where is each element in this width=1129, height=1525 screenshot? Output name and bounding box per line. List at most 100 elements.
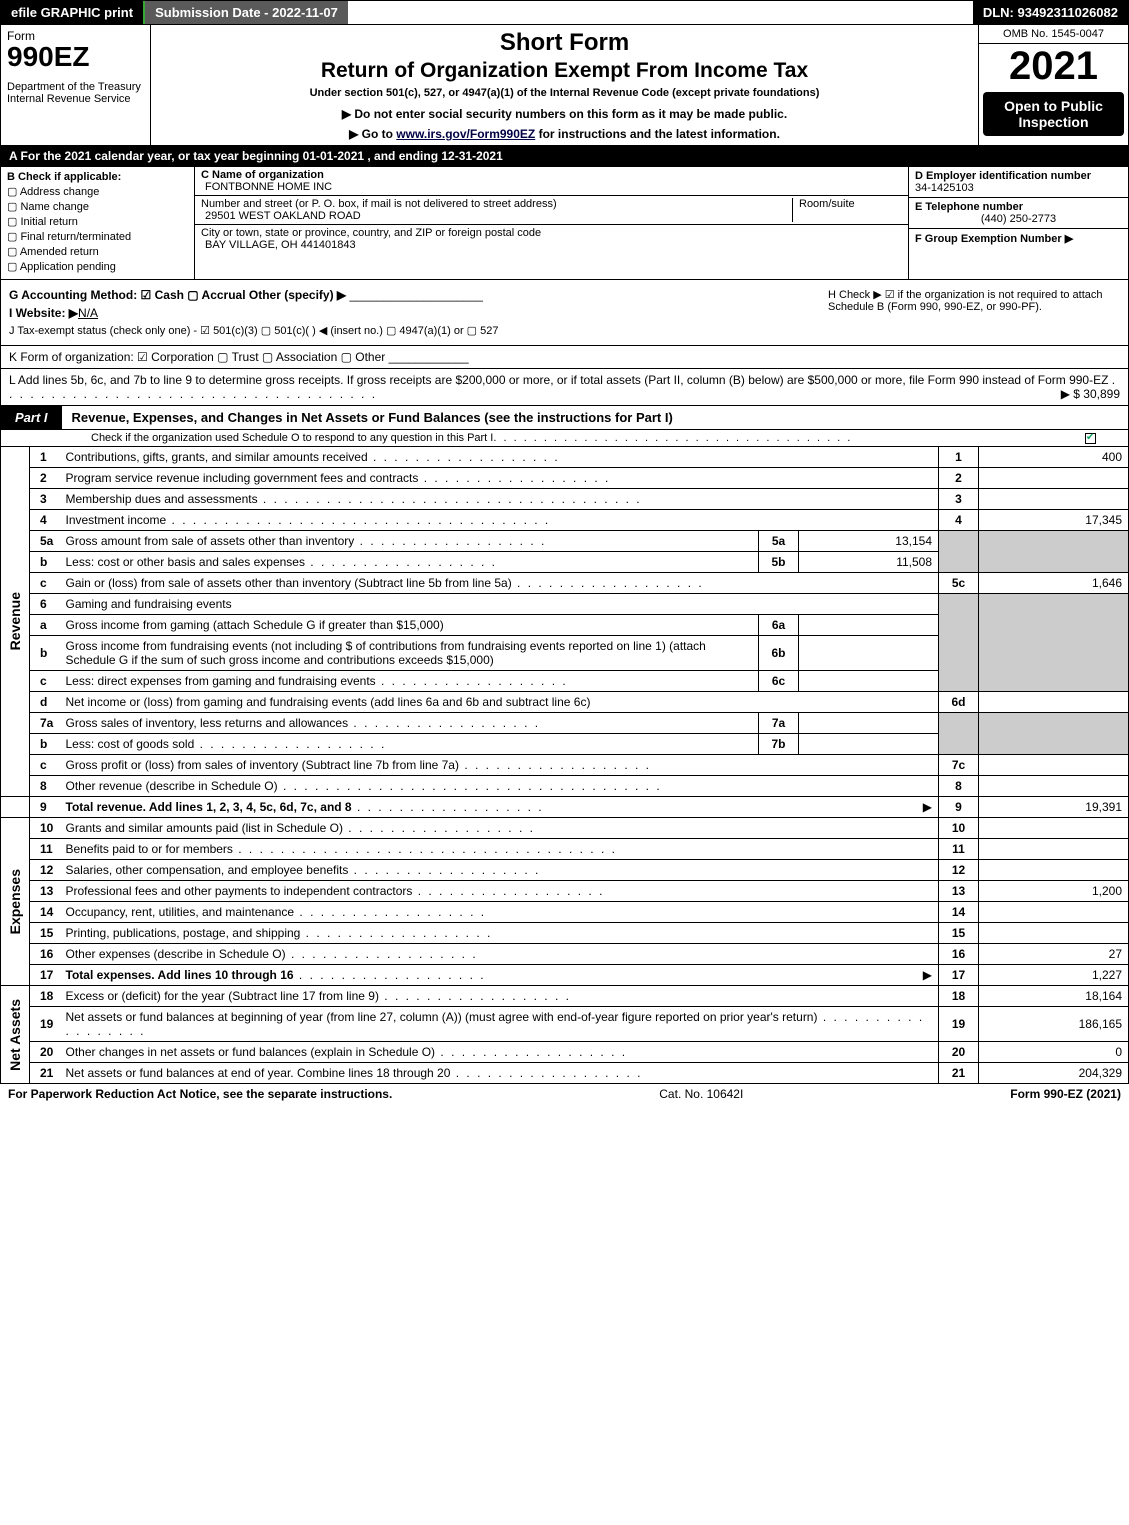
line-6abc-shade-lab bbox=[939, 594, 979, 692]
chk-name-change[interactable]: Name change bbox=[7, 200, 188, 213]
line-20-rlab: 20 bbox=[939, 1042, 979, 1063]
col-b-checkboxes: B Check if applicable: Address change Na… bbox=[1, 167, 195, 279]
line-3-rlab: 3 bbox=[939, 489, 979, 510]
page-footer: For Paperwork Reduction Act Notice, see … bbox=[0, 1084, 1129, 1104]
line-10-rlab: 10 bbox=[939, 818, 979, 839]
line-2-desc: Program service revenue including govern… bbox=[66, 471, 611, 485]
part-1-title: Revenue, Expenses, and Changes in Net As… bbox=[62, 406, 1128, 429]
line-19-value: 186,165 bbox=[979, 1007, 1129, 1042]
department-label: Department of the Treasury Internal Reve… bbox=[7, 81, 144, 105]
part-1-table: Revenue 1 Contributions, gifts, grants, … bbox=[0, 447, 1129, 1084]
line-1-rlab: 1 bbox=[939, 447, 979, 468]
efile-print-button[interactable]: efile GRAPHIC print bbox=[1, 1, 145, 24]
part-1-sub: Check if the organization used Schedule … bbox=[0, 430, 1129, 447]
line-5a-desc: Gross amount from sale of assets other t… bbox=[66, 534, 547, 548]
line-7a-num: 7a bbox=[30, 713, 60, 734]
line-6a-inlab: 6a bbox=[759, 615, 799, 636]
line-17-value: 1,227 bbox=[979, 965, 1129, 986]
part-1-checkbox[interactable] bbox=[1083, 432, 1098, 444]
c-name-label: C Name of organization bbox=[201, 169, 324, 181]
line-5a-inlab: 5a bbox=[759, 531, 799, 552]
line-7c-rlab: 7c bbox=[939, 755, 979, 776]
box-bcdef: B Check if applicable: Address change Na… bbox=[0, 167, 1129, 280]
line-5c-value: 1,646 bbox=[979, 573, 1129, 594]
line-2-num: 2 bbox=[30, 468, 60, 489]
line-13-rlab: 13 bbox=[939, 881, 979, 902]
row-ghij: G Accounting Method: ☑ Cash ▢ Accrual Ot… bbox=[0, 280, 1129, 346]
line-14-rlab: 14 bbox=[939, 902, 979, 923]
line-18-num: 18 bbox=[30, 986, 60, 1007]
row-i-website: I Website: ▶N/A bbox=[9, 306, 820, 320]
row-l-amount: ▶ $ 30,899 bbox=[1061, 387, 1120, 401]
row-k-text: K Form of organization: ☑ Corporation ▢ … bbox=[9, 350, 385, 364]
line-1-value: 400 bbox=[979, 447, 1129, 468]
line-2-value bbox=[979, 468, 1129, 489]
chk-amended-return[interactable]: Amended return bbox=[7, 245, 188, 258]
line-20-value: 0 bbox=[979, 1042, 1129, 1063]
line-5a-inval: 13,154 bbox=[799, 531, 939, 552]
line-19-rlab: 19 bbox=[939, 1007, 979, 1042]
line-7c-value bbox=[979, 755, 1129, 776]
footer-cat-no: Cat. No. 10642I bbox=[659, 1087, 743, 1101]
line-7a-desc: Gross sales of inventory, less returns a… bbox=[66, 716, 541, 730]
line-18-rlab: 18 bbox=[939, 986, 979, 1007]
line-11-value bbox=[979, 839, 1129, 860]
part-1-dots bbox=[493, 432, 852, 444]
chk-address-change[interactable]: Address change bbox=[7, 185, 188, 198]
line-17-rlab: 17 bbox=[939, 965, 979, 986]
line-11-desc: Benefits paid to or for members bbox=[66, 842, 617, 856]
line-10-num: 10 bbox=[30, 818, 60, 839]
sub3-post: for instructions and the latest informat… bbox=[535, 127, 780, 141]
line-10-value bbox=[979, 818, 1129, 839]
line-9-value: 19,391 bbox=[979, 797, 1129, 818]
line-5ab-shade-lab bbox=[939, 531, 979, 573]
chk-application-pending[interactable]: Application pending bbox=[7, 260, 188, 273]
line-6-num: 6 bbox=[30, 594, 60, 615]
header-right: OMB No. 1545-0047 2021 Open to Public In… bbox=[978, 25, 1128, 145]
chk-initial-return[interactable]: Initial return bbox=[7, 215, 188, 228]
line-1-num: 1 bbox=[30, 447, 60, 468]
d-ein-value: 34-1425103 bbox=[915, 182, 974, 194]
line-4-value: 17,345 bbox=[979, 510, 1129, 531]
line-6d-num: d bbox=[30, 692, 60, 713]
line-7b-desc: Less: cost of goods sold bbox=[66, 737, 387, 751]
irs-link[interactable]: www.irs.gov/Form990EZ bbox=[396, 127, 535, 141]
rev-spacer bbox=[1, 797, 30, 818]
line-5b-num: b bbox=[30, 552, 60, 573]
line-3-num: 3 bbox=[30, 489, 60, 510]
row-j-tax-exempt: J Tax-exempt status (check only one) - ☑… bbox=[9, 324, 820, 337]
line-5c-desc: Gain or (loss) from sale of assets other… bbox=[66, 576, 704, 590]
line-7c-desc: Gross profit or (loss) from sales of inv… bbox=[66, 758, 652, 772]
line-7ab-shade-val bbox=[979, 713, 1129, 755]
row-i-label: I Website: ▶ bbox=[9, 306, 78, 320]
line-18-desc: Excess or (deficit) for the year (Subtra… bbox=[66, 989, 571, 1003]
line-7a-inlab: 7a bbox=[759, 713, 799, 734]
line-17-desc: Total expenses. Add lines 10 through 16 bbox=[66, 968, 294, 982]
line-6c-desc: Less: direct expenses from gaming and fu… bbox=[66, 674, 568, 688]
line-6abc-shade-val bbox=[979, 594, 1129, 692]
line-4-num: 4 bbox=[30, 510, 60, 531]
row-k-form-org: K Form of organization: ☑ Corporation ▢ … bbox=[0, 346, 1129, 369]
line-16-rlab: 16 bbox=[939, 944, 979, 965]
col-c-org-info: C Name of organization FONTBONNE HOME IN… bbox=[195, 167, 908, 279]
line-9-num: 9 bbox=[30, 797, 60, 818]
omb-number: OMB No. 1545-0047 bbox=[979, 25, 1128, 44]
footer-form-ref: Form 990-EZ (2021) bbox=[1010, 1087, 1121, 1101]
line-3-value bbox=[979, 489, 1129, 510]
header-middle: Short Form Return of Organization Exempt… bbox=[151, 25, 978, 145]
chk-final-return[interactable]: Final return/terminated bbox=[7, 230, 188, 243]
d-ein-label: D Employer identification number bbox=[915, 170, 1091, 182]
tax-year: 2021 bbox=[979, 44, 1128, 88]
line-8-rlab: 8 bbox=[939, 776, 979, 797]
line-15-desc: Printing, publications, postage, and shi… bbox=[66, 926, 493, 940]
line-7c-num: c bbox=[30, 755, 60, 776]
form-header: Form 990EZ Department of the Treasury In… bbox=[0, 25, 1129, 146]
line-6d-value bbox=[979, 692, 1129, 713]
row-l-gross-receipts: L Add lines 5b, 6c, and 7b to line 9 to … bbox=[0, 369, 1129, 406]
line-15-value bbox=[979, 923, 1129, 944]
line-6d-rlab: 6d bbox=[939, 692, 979, 713]
top-bar: efile GRAPHIC print Submission Date - 20… bbox=[0, 0, 1129, 25]
line-20-num: 20 bbox=[30, 1042, 60, 1063]
ghij-left: G Accounting Method: ☑ Cash ▢ Accrual Ot… bbox=[9, 284, 820, 341]
line-21-value: 204,329 bbox=[979, 1063, 1129, 1084]
